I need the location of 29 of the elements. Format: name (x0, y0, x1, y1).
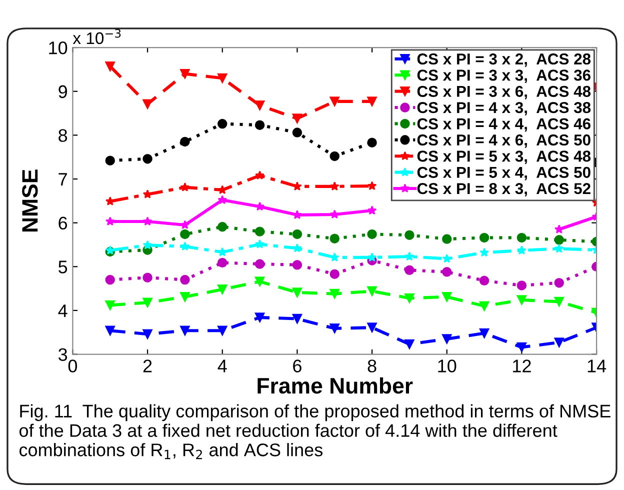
legend-label: CS x PI = 3 x 6, ACS 48 (417, 86, 591, 100)
y-tick-label: 6 (58, 216, 68, 230)
y-tick-label: 5 (58, 260, 68, 274)
x-tick-label: 2 (143, 360, 152, 372)
x-tick-label: 0 (68, 360, 78, 372)
legend-label: CS x PI = 8 x 3, ACS 52 (417, 183, 590, 196)
legend-label: CS x PI = 4 x 3, ACS 38 (417, 102, 591, 116)
legend-label: CS x PI = 3 x 2, ACS 28 (417, 53, 591, 67)
text: x 10$^{−3}$ (72, 28, 121, 44)
x-tick-label: 10 (438, 360, 456, 372)
y-axis-title: NMSE (22, 170, 38, 232)
legend-label: CS x PI = 4 x 4, ACS 46 (417, 118, 590, 132)
y-tick-label: 3 (58, 348, 68, 361)
x-axis-title: Frame Number (258, 377, 413, 394)
x-tick-label: 6 (293, 360, 302, 372)
caption: Fig. 11 The quality comparison of the proposed method in terms of NMSE of the Data 3 at a fixed net reduction factor of 4.14 with the different combinations of R$_{1}$, R$_{2}$ and ACS lines (19, 404, 610, 460)
legend-label: CS x PI = 3 x 3, ACS 36 (417, 70, 590, 84)
y-tick-label: 8 (58, 129, 68, 142)
legend-label: CS x PI = 4 x 6, ACS 50 (417, 134, 590, 148)
y-tick-label: 9 (58, 85, 67, 98)
x-tick-label: 14 (588, 360, 606, 372)
legend-label: CS x PI = 5 x 4, ACS 50 (417, 166, 590, 180)
y-tick-label: 10 (49, 41, 68, 54)
legend-label: CS x PI = 5 x 3, ACS 48 (417, 150, 591, 164)
x-tick-label: 4 (218, 360, 227, 372)
y-tick-label: 7 (58, 173, 67, 186)
x-tick-label: 8 (368, 360, 376, 372)
x-tick-label: 12 (513, 360, 531, 372)
y-tick-label: 4 (58, 304, 68, 317)
